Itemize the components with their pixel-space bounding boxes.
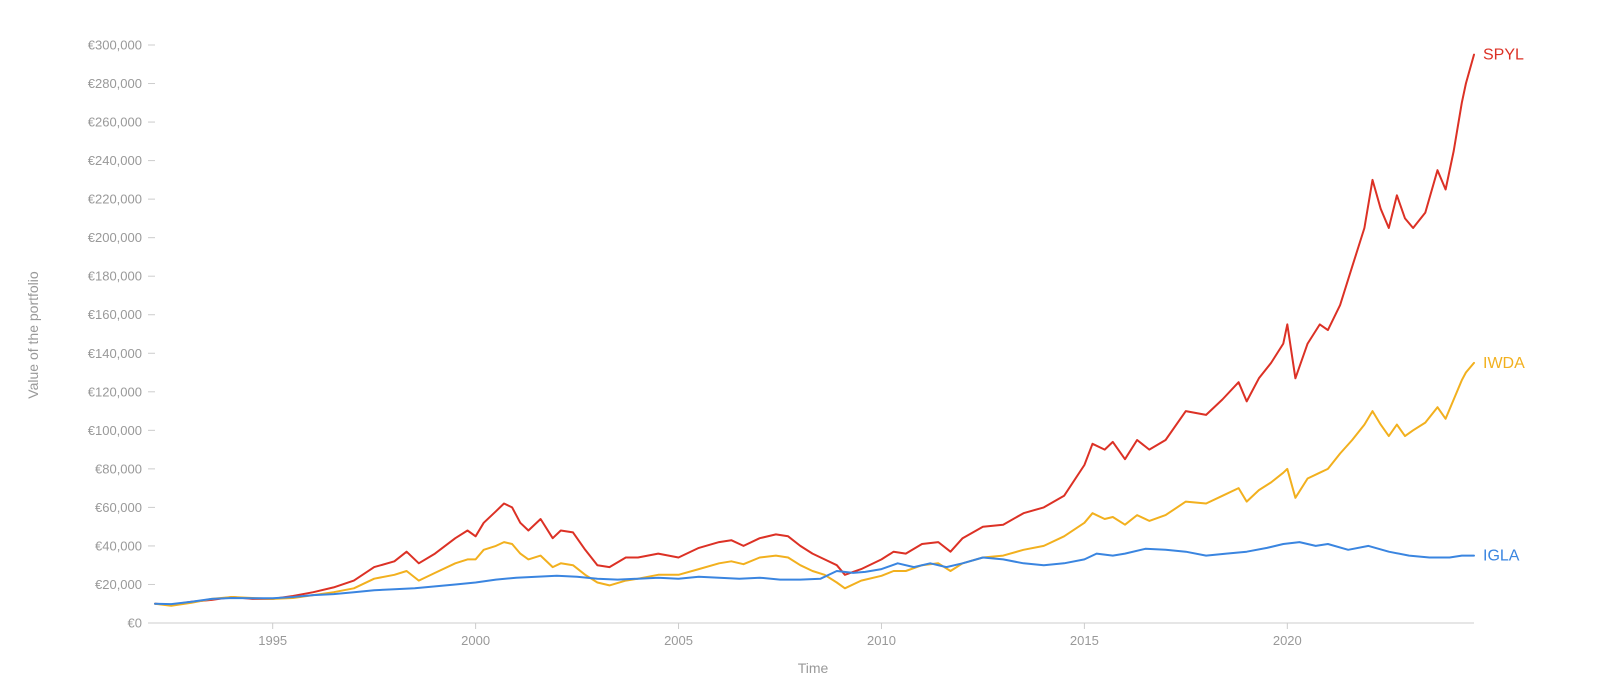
series-labels: SPYL IWDA IGLA (1483, 47, 1525, 565)
y-tick-label: €0 (128, 616, 142, 631)
series-line-igla (154, 541, 1475, 606)
x-axis: 1995 2000 2005 2010 2015 2020 (155, 622, 1474, 648)
y-tick-label: €20,000 (95, 577, 142, 592)
y-axis: €0 €20,000 €40,000 €60,000 €80,000 €100,000 €1… (88, 38, 155, 631)
y-tick-label: €100,000 (88, 423, 142, 438)
y-tick-label: €260,000 (88, 115, 142, 130)
series-label-igla: IGLA (1483, 548, 1520, 565)
series-label-spyl: SPYL (1483, 47, 1524, 64)
y-tick-label: €200,000 (88, 230, 142, 245)
series-line-spyl (154, 53, 1475, 606)
x-tick-label: 2000 (461, 633, 490, 648)
x-tick-label: 2005 (664, 633, 693, 648)
y-axis-title: Value of the portfolio (25, 271, 41, 399)
y-tick-label: €280,000 (88, 76, 142, 91)
x-tick-label: 2010 (867, 633, 896, 648)
y-tick-label: €140,000 (88, 346, 142, 361)
y-tick-label: €240,000 (88, 153, 142, 168)
x-axis-title: Time (798, 660, 829, 676)
y-tick-label: €40,000 (95, 538, 142, 553)
series-label-iwda: IWDA (1483, 355, 1525, 372)
y-tick-label: €180,000 (88, 269, 142, 284)
y-tick-label: €60,000 (95, 500, 142, 515)
y-tick-label: €80,000 (95, 461, 142, 476)
y-tick-label: €300,000 (88, 38, 142, 53)
y-tick-label: €220,000 (88, 192, 142, 207)
series-line-iwda (154, 361, 1475, 607)
x-tick-label: 2020 (1273, 633, 1302, 648)
y-tick-label: €120,000 (88, 384, 142, 399)
y-tick-label: €160,000 (88, 307, 142, 322)
x-tick-label: 2015 (1070, 633, 1099, 648)
series-layer (154, 53, 1475, 607)
x-tick-label: 1995 (258, 633, 287, 648)
